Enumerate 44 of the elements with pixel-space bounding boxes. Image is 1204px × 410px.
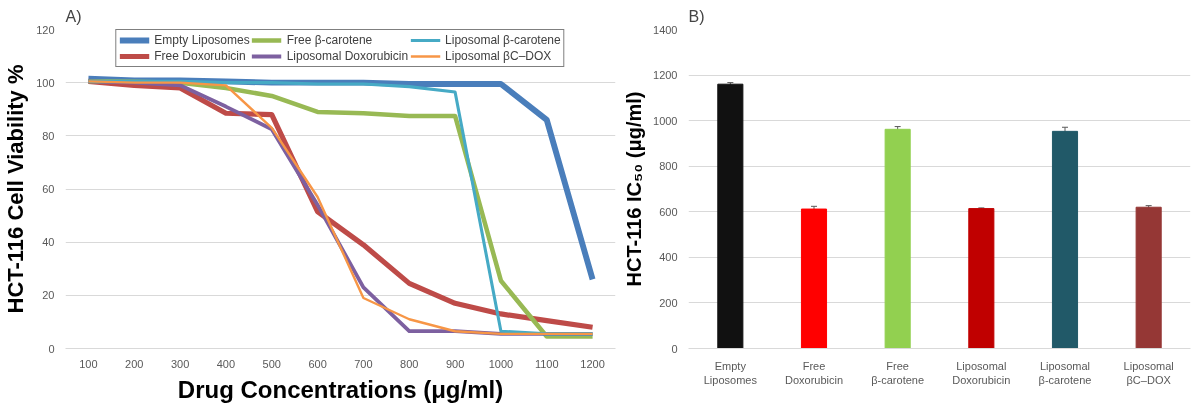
chart-title: A) [65, 7, 82, 25]
y-tick-label: 800 [659, 160, 678, 173]
y-tick-label: 100 [36, 76, 55, 89]
x-tick-label: 300 [170, 357, 190, 370]
x-tick-label: Liposomal βC–DOX [1123, 359, 1174, 386]
y-tick-label: 60 [42, 183, 55, 195]
y-tick-label: 0 [671, 342, 678, 355]
legend-label: Free β-carotene [286, 33, 373, 47]
x-tick-label: 700 [354, 357, 373, 370]
x-tick-label: Empty Liposomes [703, 359, 758, 386]
legend-label: Liposomal Doxorubicin [286, 49, 409, 63]
x-tick-label: 600 [308, 357, 327, 370]
y-tick-label: 80 [42, 129, 55, 142]
legend-label: Free Doxorubicin [154, 49, 246, 63]
y-tick-label: 40 [42, 236, 55, 249]
legend-label: Liposomal β-carotene [445, 33, 561, 47]
y-tick-label: 120 [36, 23, 55, 36]
x-tick-label: Free β-carotene [871, 359, 925, 386]
x-axis-title: Drug Concentrations (μg/ml) [177, 375, 504, 403]
legend-label: Empty Liposomes [154, 33, 250, 47]
y-tick-label: 20 [42, 289, 55, 302]
x-tick-label: 1000 [488, 357, 514, 370]
x-tick-label: Liposomal Doxorubicin [952, 359, 1011, 386]
x-tick-label: 1100 [534, 357, 559, 370]
y-tick-label: 600 [659, 205, 678, 218]
y-axis-title: HCT-116 IC₅₀ (μg/ml) [623, 91, 646, 287]
x-tick-label: 400 [216, 357, 236, 370]
x-tick-label: Free Doxorubicin [784, 359, 844, 386]
y-tick-label: 1000 [653, 114, 678, 127]
chart-title: B) [688, 7, 705, 25]
x-tick-label: 200 [125, 357, 144, 370]
y-tick-label: 0 [48, 342, 55, 355]
x-tick-label: Liposomal β-carotene [1038, 359, 1092, 386]
y-tick-label: 1400 [653, 23, 678, 36]
x-tick-label: 100 [79, 357, 98, 370]
y-tick-label: 400 [659, 251, 678, 264]
y-tick-label: 200 [659, 296, 678, 309]
x-tick-label: 500 [262, 357, 281, 370]
y-tick-label: 1200 [653, 69, 678, 82]
y-axis-title: HCT-116 Cell Viability % [3, 64, 29, 314]
x-tick-label: 1200 [580, 357, 605, 370]
x-tick-label: 800 [400, 357, 419, 370]
x-tick-label: 900 [445, 357, 465, 370]
legend-label: Liposomal βC–DOX [445, 49, 552, 63]
